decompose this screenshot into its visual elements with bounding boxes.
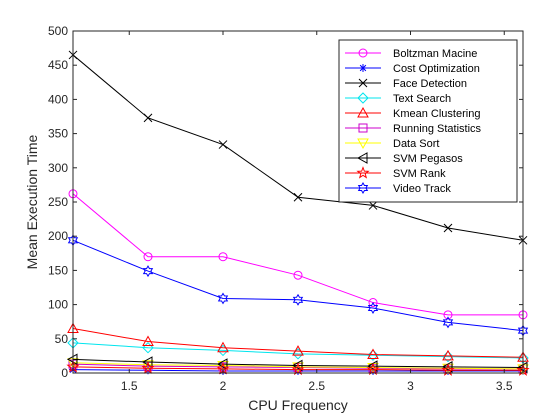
y-tick-label: 0 [61, 366, 68, 380]
x-tick-label: 3 [407, 379, 414, 393]
x-tick-label: 2.5 [308, 379, 325, 393]
legend-swatch-marker [359, 64, 367, 72]
legend-label: Text Search [393, 93, 451, 105]
x-axis-label: CPU Frequency [248, 397, 348, 413]
legend: Boltzman Macine Cost Optimization Face Det… [339, 40, 517, 202]
legend-label: Data Sort [393, 138, 439, 150]
legend-label: Kmean Clustering [393, 108, 480, 120]
x-tick-label: 2 [220, 379, 227, 393]
y-tick-label: 250 [48, 195, 68, 209]
y-tick-label: 350 [48, 127, 68, 141]
y-tick-label: 450 [48, 58, 68, 72]
x-tick-label: 1.5 [121, 379, 138, 393]
y-tick-label: 200 [48, 229, 68, 243]
y-tick-label: 50 [55, 332, 69, 346]
legend-label: SVM Rank [393, 168, 446, 180]
y-tick-label: 150 [48, 263, 68, 277]
y-axis-label: Mean Execution Time [24, 134, 40, 269]
legend-label: Running Statistics [393, 123, 482, 135]
y-tick-label: 100 [48, 298, 68, 312]
y-tick-label: 500 [48, 24, 68, 38]
legend-label: Boltzman Macine [393, 48, 477, 60]
legend-label: Cost Optimization [393, 63, 480, 75]
legend-label: Face Detection [393, 78, 467, 90]
x-tick-label: 3.5 [496, 379, 513, 393]
legend-label: SVM Pegasos [393, 153, 463, 165]
y-tick-label: 400 [48, 92, 68, 106]
legend-label: Video Track [393, 183, 451, 195]
y-tick-label: 300 [48, 161, 68, 175]
